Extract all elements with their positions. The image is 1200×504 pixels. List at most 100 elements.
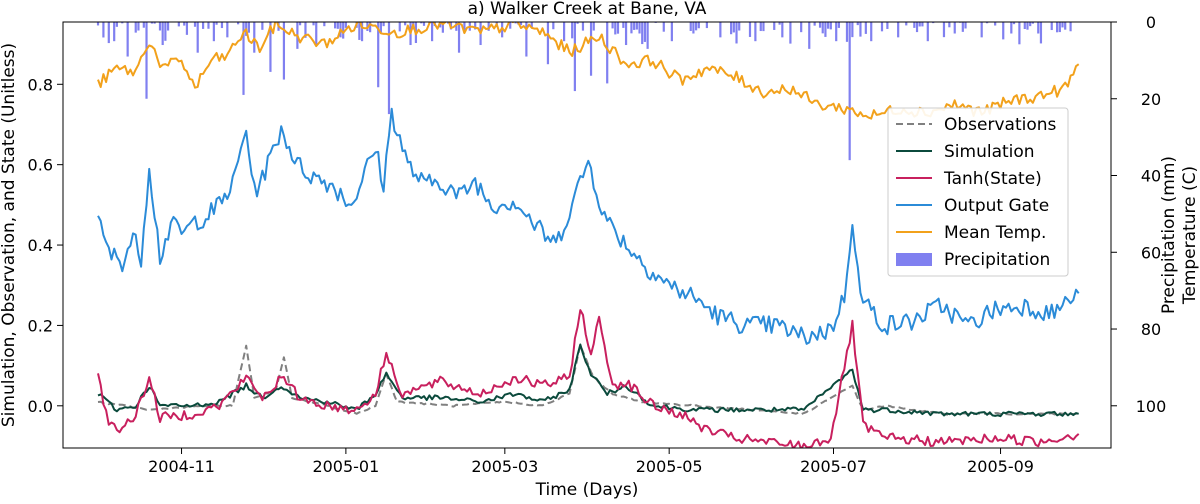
precipitation-bar [404,22,407,26]
x-tick-label: 2004-11 [148,457,215,476]
precipitation-bar [851,22,854,38]
precipitation-bar [183,22,186,26]
precipitation-bar [150,22,154,24]
precipitation-bar [237,22,240,25]
precipitation-bar [827,22,830,29]
precipitation-bar [692,22,695,34]
precipitation-bar [514,22,517,24]
precipitation-bar [1026,22,1029,30]
precipitation-bar [845,22,849,42]
precipitation-bar [856,22,859,26]
precipitation-bar [824,22,827,37]
precipitation-bar [1058,22,1061,33]
precipitation-bar [121,22,124,24]
precipitation-bar [942,22,946,38]
precipitation-bar [387,22,391,115]
precipitation-bar [1002,22,1005,40]
legend-box [887,107,1069,277]
x-tick-label: 2005-01 [312,457,379,476]
precipitation-bar [641,22,644,45]
y-tick-label-left: 0.0 [28,397,53,416]
precipitation-bar [646,22,649,49]
precipitation-bar [635,22,638,30]
legend: Observations Simulation Tanh(State) Output … [887,107,1069,277]
precipitation-bar [773,22,776,30]
precipitation-bar [360,22,364,42]
precipitation-bar [115,22,118,27]
precipitation-bar [980,22,983,38]
legend-label-simulation: Simulation [944,142,1035,162]
precipitation-bar [778,22,781,25]
precipitation-bar [614,22,617,35]
x-tick-label: 2005-05 [636,457,703,476]
precipitation-bar [153,22,156,24]
precipitation-bar [576,22,579,24]
precipitation-bar [732,22,735,33]
precipitation-bar [379,22,383,33]
precipitation-bar [581,22,585,31]
precipitation-bar [525,22,528,57]
precipitation-bar [161,22,164,46]
precipitation-bar [215,22,218,25]
precipitation-bar [630,22,633,34]
legend-label-tanh-state: Tanh(State) [943,169,1042,189]
precipitation-bar [622,22,625,28]
precipitation-bar [994,22,997,26]
precipitation-bar [689,22,692,31]
precipitation-bar [926,22,929,42]
precipitation-bar [1069,22,1072,32]
y-tick-label-right: 80 [1141,320,1161,339]
precipitation-bar [1012,22,1016,25]
precipitation-bar [107,22,110,44]
precipitation-bar [137,22,140,31]
y-tick-label-right: 0 [1146,13,1156,32]
x-tick-label: 2005-09 [967,457,1034,476]
precipitation-bar [441,22,444,33]
precipitation-bar [420,22,423,24]
precipitation-bar [695,22,698,31]
precipitation-bar [781,22,784,38]
precipitation-bar [932,22,935,24]
precipitation-bar [1010,22,1013,34]
precipitation-bar [457,22,461,53]
precipitation-bar [344,22,347,28]
precipitation-bar [818,22,822,28]
precipitation-bar [102,22,105,38]
precipitation-bar [487,22,490,31]
precipitation-bar [571,22,574,39]
y-tick-label-right: 20 [1141,90,1161,109]
precipitation-bar [808,22,811,49]
y-axis-label-right-precipitation: Precipitation (mm) [1159,156,1179,314]
precipitation-bar [455,22,458,31]
precipitation-bar [829,22,832,30]
precipitation-bar [813,22,816,26]
precipitation-bar [1031,22,1034,24]
precipitation-bar [193,22,197,27]
precipitation-bar [1023,22,1026,29]
y-axis-label-right-temperature: Temperature (C) [1180,166,1200,305]
precipitation-bar [1061,22,1064,28]
precipitation-bar [948,22,951,28]
precipitation-bar [985,22,989,24]
precipitation-bar [304,22,307,38]
precipitation-bar [835,22,838,42]
precipitation-bar [134,22,137,33]
precipitation-bar [759,22,762,32]
x-axis-label: Time (Days) [535,480,639,500]
precipitation-bar [1064,22,1067,30]
precipitation-bar [377,22,380,88]
precipitation-bar [552,22,555,30]
precipitation-bar [886,22,889,29]
precipitation-bar [185,22,189,35]
precipitation-bar [589,22,593,76]
y-axis-left: 0.0 0.2 0.4 0.6 0.8 [28,75,63,416]
precipitation-bar [1037,22,1040,34]
x-tick-label: 2005-03 [471,457,538,476]
precipitation-bar [142,22,145,28]
series-line-output-gate [97,107,1080,345]
precipitation-bar [509,22,512,29]
precipitation-bar [1039,22,1043,44]
precipitation-bar [897,22,900,38]
precipitation-bar [1056,22,1059,33]
